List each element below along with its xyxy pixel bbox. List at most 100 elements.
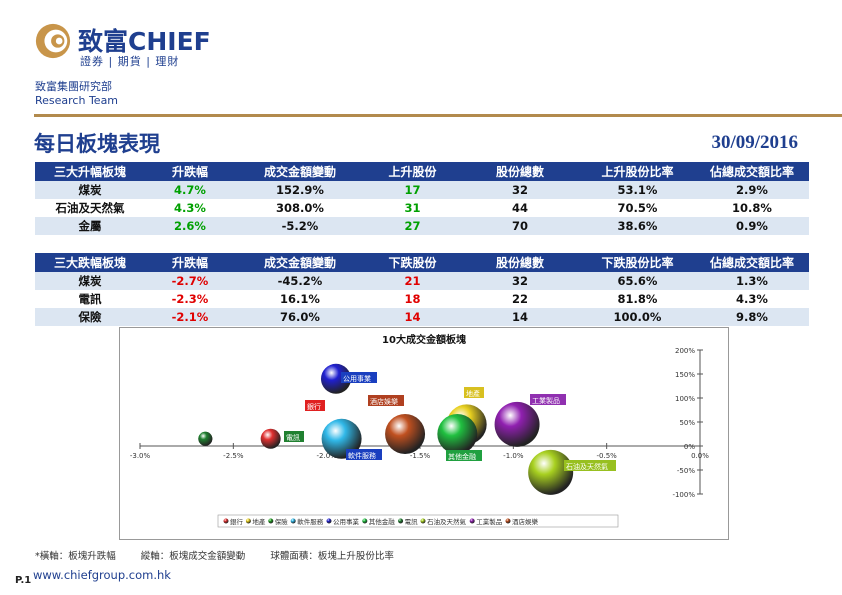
bubble-公用事業 (321, 363, 351, 394)
advance-ratio: 70.5% (580, 199, 695, 217)
turnover-change: 308.0% (235, 199, 365, 217)
bubble-電訊 (198, 431, 213, 446)
table-row: 保險 -2.1% 76.0% 14 14 100.0% 9.8% (35, 308, 809, 326)
change-pct: -2.3% (145, 290, 235, 308)
total-stocks: 70 (460, 217, 580, 235)
advancers: 27 (365, 217, 460, 235)
change-pct: 4.7% (145, 181, 235, 199)
point-label: 軟件服務 (348, 451, 376, 460)
page-title: 每日板塊表現 (34, 131, 160, 156)
company-logo: 致富CHIEF 證券 | 期貨 | 理財 (34, 20, 244, 68)
column-header: 三大升幅板塊 (35, 162, 145, 181)
change-pct: -2.7% (145, 272, 235, 290)
turnover-change: -5.2% (235, 217, 365, 235)
change-pct: 4.3% (145, 199, 235, 217)
column-header: 下跌股份 (365, 253, 460, 272)
legend-entry: 軟件服務 (297, 517, 324, 526)
column-header: 佔總成交額比率 (695, 162, 809, 181)
legend-marker (268, 518, 274, 524)
logo-subtitle: 證券 | 期貨 | 理財 (80, 55, 180, 68)
turnover-share: 10.8% (695, 199, 809, 217)
bubble-銀行 (260, 428, 281, 449)
legend-marker (290, 518, 296, 524)
turnover-change: 16.1% (235, 290, 365, 308)
legend-entry: 銀行 (230, 517, 244, 526)
bubble-石油及天然氣 (528, 449, 574, 495)
change-pct: -2.1% (145, 308, 235, 326)
point-label-box (368, 395, 404, 406)
y-tick-label: 100% (675, 395, 695, 403)
total-stocks: 32 (460, 181, 580, 199)
legend-marker (398, 518, 404, 524)
logo-name: 致富CHIEF (78, 27, 211, 56)
legend-marker (326, 518, 332, 524)
y-tick-label: -50% (677, 467, 695, 475)
y-tick-label: 50% (679, 419, 695, 427)
column-header: 成交金額變動 (235, 253, 365, 272)
decline-ratio: 81.8% (580, 290, 695, 308)
total-stocks: 14 (460, 308, 580, 326)
table-header-row: 三大跌幅板塊 升跌幅 成交金額變動 下跌股份 股份總數 下跌股份比率 佔總成交額… (35, 253, 809, 272)
point-label-box (446, 450, 482, 461)
x-tick-label: -1.5% (410, 452, 431, 460)
logo-swirl-icon (35, 23, 71, 59)
sector-name: 煤炭 (35, 272, 145, 290)
legend-box (217, 514, 619, 528)
x-tick-label: -2.0% (317, 452, 338, 460)
legend-entry: 酒店娛樂 (512, 517, 539, 526)
decliners: 21 (365, 272, 460, 290)
top-gainers-table: 三大升幅板塊 升跌幅 成交金額變動 上升股份 股份總數 上升股份比率 佔總成交額… (35, 162, 809, 235)
turnover-change: 152.9% (235, 181, 365, 199)
sector-name: 煤炭 (35, 181, 145, 199)
header-divider (34, 114, 842, 117)
point-label: 其他金融 (448, 452, 476, 461)
bubble-其他金融 (437, 414, 478, 454)
point-label-box (305, 400, 325, 411)
y-tick-label: 150% (675, 371, 695, 379)
legend-entry: 地產 (252, 517, 266, 526)
legend-marker (245, 518, 251, 524)
turnover-change: -45.2% (235, 272, 365, 290)
column-header: 升跌幅 (145, 253, 235, 272)
table-row: 石油及天然氣 4.3% 308.0% 31 44 70.5% 10.8% (35, 199, 809, 217)
department-en: Research Team (35, 94, 119, 107)
x-tick-label: -3.0% (130, 452, 151, 460)
bubble-chart: 10大成交金額板塊 -3.0% -2.5% -2.0% -1.5% -1.0% -0.5%… (119, 327, 729, 540)
point-label-box (341, 372, 377, 383)
point-label: 石油及天然氣 (566, 462, 608, 471)
department: 致富集團研究部 Research Team (35, 80, 118, 108)
legend-entry: 工業製品 (476, 517, 502, 526)
turnover-share: 2.9% (695, 181, 809, 199)
column-header: 上升股份 (365, 162, 460, 181)
x-tick-label: -0.5% (597, 452, 618, 460)
report-date: 30/09/2016 (711, 132, 798, 153)
page-number: P.1 (15, 575, 32, 586)
turnover-share: 0.9% (695, 217, 809, 235)
total-stocks: 32 (460, 272, 580, 290)
legend-marker (469, 518, 475, 524)
advance-ratio: 38.6% (580, 217, 695, 235)
point-label-box (284, 431, 304, 442)
turnover-share: 1.3% (695, 272, 809, 290)
turnover-change: 76.0% (235, 308, 365, 326)
website-link[interactable]: www.chiefgroup.com.hk (33, 568, 171, 582)
point-label: 酒店娛樂 (370, 397, 398, 406)
y-tick-label: 0% (684, 443, 695, 451)
y-tick-label: 200% (675, 347, 695, 355)
total-stocks: 22 (460, 290, 580, 308)
decline-ratio: 65.6% (580, 272, 695, 290)
advance-ratio: 53.1% (580, 181, 695, 199)
chart-title: 10大成交金額板塊 (382, 333, 466, 346)
legend-marker (362, 518, 368, 524)
point-label: 地產 (466, 389, 480, 398)
point-label-box (464, 387, 484, 398)
table-row: 煤炭 4.7% 152.9% 17 32 53.1% 2.9% (35, 181, 809, 199)
point-label-box (564, 460, 616, 471)
advancers: 31 (365, 199, 460, 217)
legend-marker (223, 518, 229, 524)
turnover-share: 4.3% (695, 290, 809, 308)
top-losers-table: 三大跌幅板塊 升跌幅 成交金額變動 下跌股份 股份總數 下跌股份比率 佔總成交額… (35, 253, 809, 326)
column-header: 下跌股份比率 (580, 253, 695, 272)
point-label-box (346, 449, 382, 460)
table-header-row: 三大升幅板塊 升跌幅 成交金額變動 上升股份 股份總數 上升股份比率 佔總成交額… (35, 162, 809, 181)
